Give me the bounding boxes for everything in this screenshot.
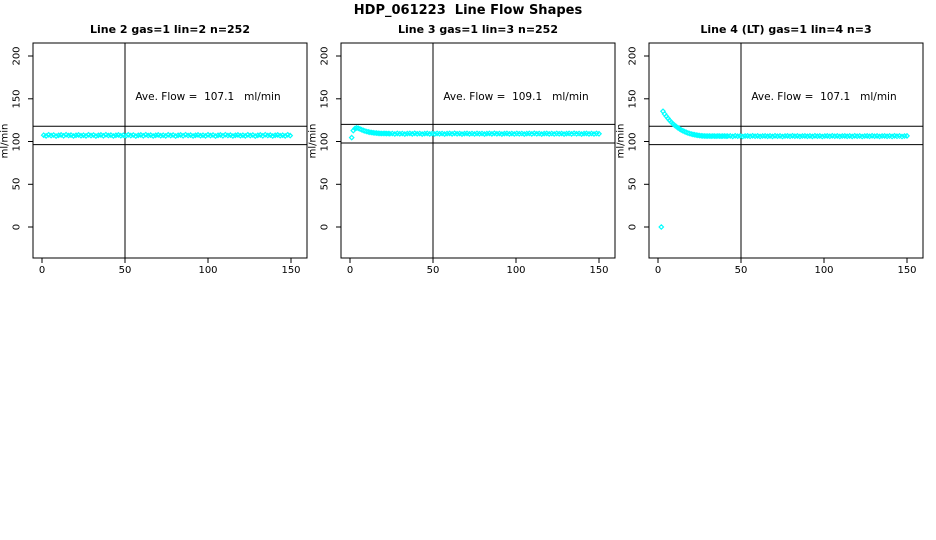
y-axis-label: ml/min — [0, 123, 11, 159]
x-tick-label: 50 — [118, 265, 132, 276]
x-tick-label: 0 — [654, 265, 662, 276]
x-tick-label: 100 — [814, 265, 834, 276]
x-tick-label: 150 — [589, 265, 609, 276]
panel-title: Line 4 (LT) gas=1 lin=4 n=3 — [700, 23, 872, 36]
panel-line4: Line 4 (LT) gas=1 lin=4 n=3 Ave. Flow = … — [616, 0, 924, 300]
y-tick-label: 200 — [319, 46, 331, 66]
y-axis-label: ml/min — [615, 123, 627, 159]
panel-title: Line 2 gas=1 lin=2 n=252 — [89, 23, 250, 36]
x-tick-label: 50 — [426, 265, 440, 276]
x-tick-label: 0 — [346, 265, 354, 276]
y-tick-label: 200 — [11, 46, 23, 66]
ave-flow-annotation: Ave. Flow = 107.1 ml/min — [135, 91, 281, 103]
plot-area — [336, 42, 616, 263]
panel-line3: Line 3 gas=1 lin=3 n=252 Ave. Flow = 109… — [308, 0, 616, 300]
figure-title: HDP_061223 Line Flow Shapes — [353, 3, 583, 18]
x-tick-label: 100 — [506, 265, 526, 276]
y-axis-label: ml/min — [307, 123, 319, 159]
y-tick-label: 100 — [11, 132, 23, 152]
panel-title: Line 3 gas=1 lin=3 n=252 — [397, 23, 558, 36]
y-tick-label: 50 — [319, 177, 331, 191]
y-tick-label: 50 — [11, 177, 23, 191]
ave-flow-annotation: Ave. Flow = 109.1 ml/min — [443, 91, 589, 103]
x-tick-label: 150 — [281, 265, 301, 276]
y-tick-label: 150 — [11, 89, 23, 109]
y-tick-label: 150 — [319, 89, 331, 109]
y-tick-label: 50 — [627, 177, 639, 191]
y-tick-label: 100 — [627, 132, 639, 152]
y-tick-label: 100 — [319, 132, 331, 152]
x-tick-label: 100 — [198, 265, 218, 276]
panel-line2: Line 2 gas=1 lin=2 n=252 Ave. Flow = 107… — [0, 0, 308, 300]
x-tick-label: 150 — [897, 265, 917, 276]
x-tick-label: 0 — [38, 265, 46, 276]
ave-flow-annotation: Ave. Flow = 107.1 ml/min — [751, 91, 897, 103]
plot-area — [28, 42, 308, 263]
x-tick-label: 50 — [734, 265, 748, 276]
y-tick-label: 0 — [627, 223, 639, 231]
plot-area — [644, 42, 924, 263]
y-tick-label: 200 — [627, 46, 639, 66]
y-tick-label: 0 — [319, 223, 331, 231]
y-tick-label: 0 — [11, 223, 23, 231]
y-tick-label: 150 — [627, 89, 639, 109]
